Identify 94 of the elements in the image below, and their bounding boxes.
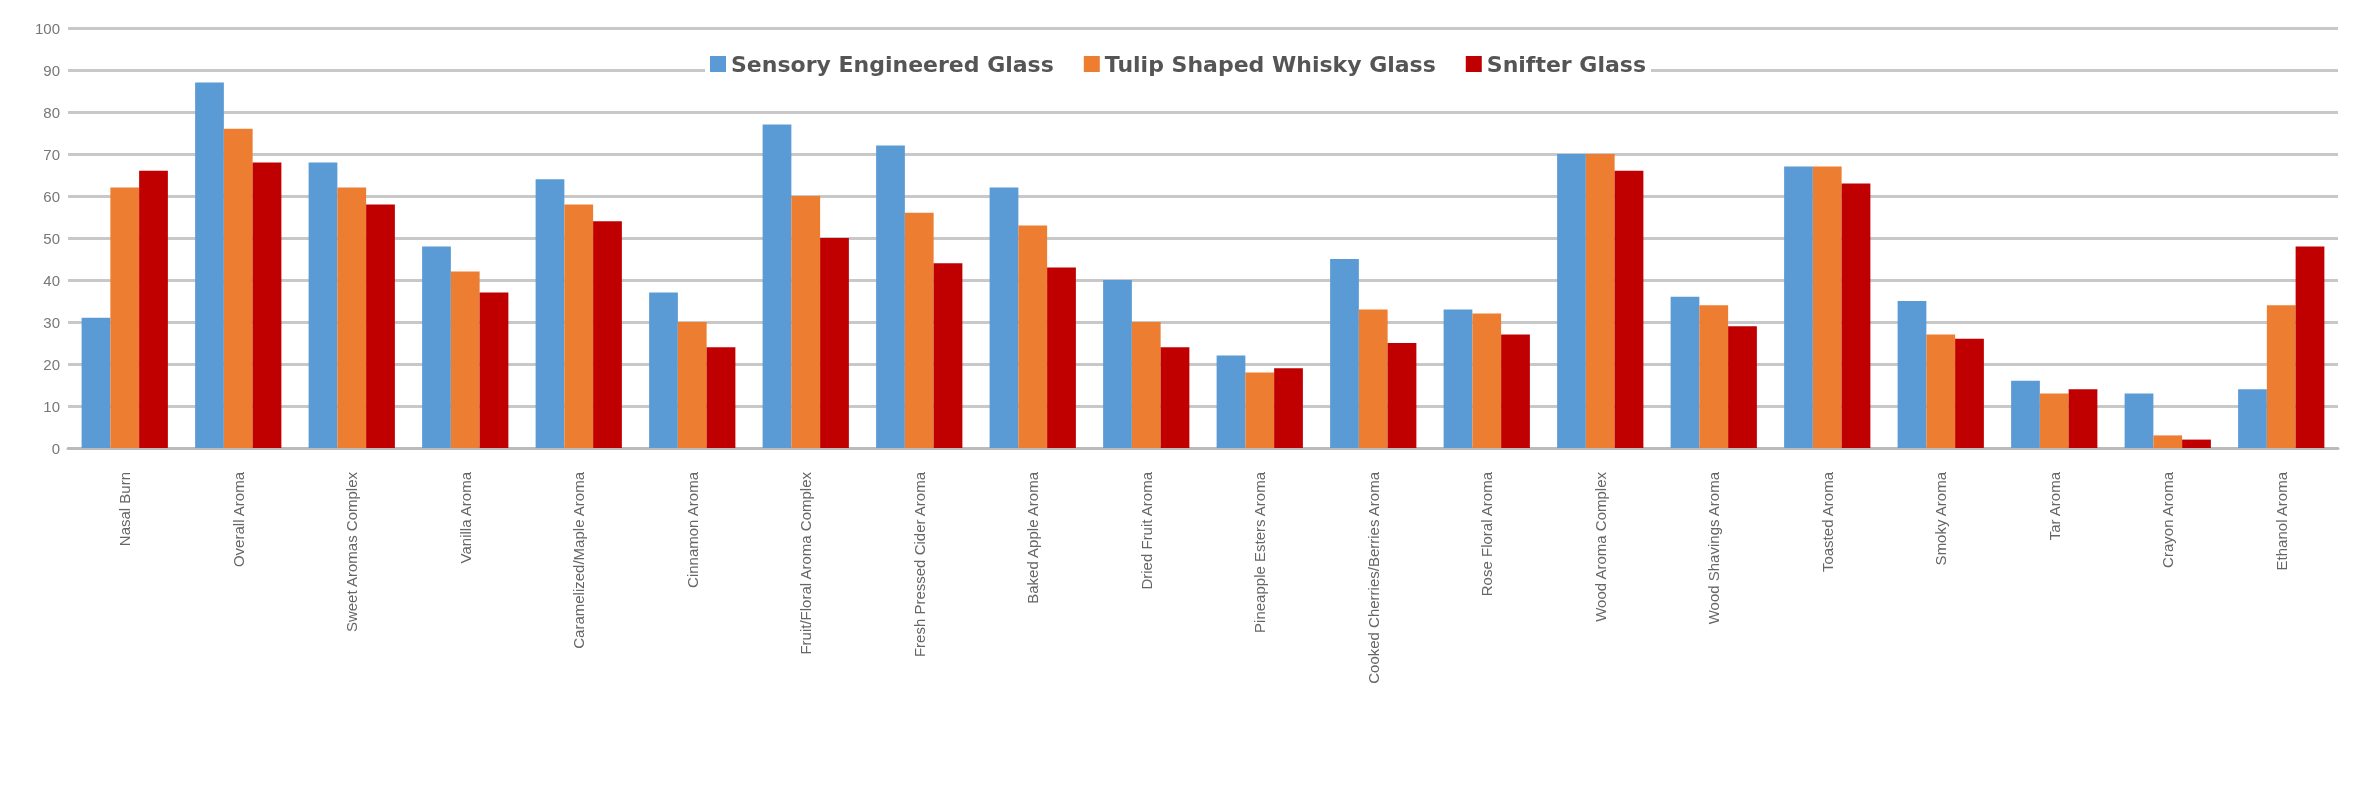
bar — [904, 212, 934, 448]
x-tick-label: Cinnamon Aroma — [683, 471, 701, 588]
x-tick-label: Dried Fruit Aroma — [1137, 471, 1155, 590]
y-tick-label: 0 — [51, 439, 60, 457]
bar — [366, 204, 395, 448]
x-tick-label: Smoky Aroma — [1932, 471, 1950, 566]
bar — [1047, 267, 1076, 448]
x-tick-label: Tar Aroma — [2045, 471, 2063, 541]
bar — [1897, 301, 1927, 448]
x-tick-label: Pineapple Esters Aroma — [1251, 471, 1269, 633]
legend-label: Snifter Glass — [1486, 51, 1646, 77]
x-tick-label: Caramelized/Maple Aroma — [570, 471, 588, 649]
y-tick-label: 100 — [34, 19, 60, 37]
bar — [593, 221, 622, 448]
bar — [252, 162, 282, 448]
y-tick-label: 80 — [43, 103, 60, 121]
bar — [649, 292, 678, 448]
y-tick-label: 60 — [43, 187, 60, 205]
x-tick-label: Nasal Burn — [116, 472, 134, 547]
y-tick-label: 20 — [43, 355, 60, 373]
bar — [1103, 280, 1132, 448]
bar — [81, 317, 111, 448]
x-tick-label: Baked Apple Aroma — [1024, 471, 1042, 604]
bar — [2068, 389, 2098, 448]
y-tick-label: 10 — [43, 397, 60, 415]
bar — [820, 238, 849, 448]
bar — [308, 162, 338, 448]
bar — [2153, 435, 2183, 448]
bar — [1501, 334, 1530, 448]
bar — [195, 82, 224, 448]
bar — [1670, 296, 1700, 448]
bar — [535, 179, 565, 448]
x-tick-label: Fruit/Floral Aroma Complex — [797, 471, 815, 655]
x-tick-label: Cooked Cherries/Berries Aroma — [1364, 471, 1382, 684]
bar — [2011, 380, 2040, 448]
bar — [1614, 170, 1644, 448]
bar — [1018, 225, 1048, 448]
x-tick-label: Sweet Aromas Complex — [343, 471, 361, 633]
bar — [1585, 154, 1615, 448]
bar — [1841, 183, 1871, 448]
y-tick-label: 90 — [43, 61, 60, 79]
legend-label: Tulip Shaped Whisky Glass — [1104, 51, 1436, 77]
bar — [564, 204, 594, 448]
bar — [762, 124, 792, 448]
bar — [139, 170, 168, 448]
bar — [2295, 246, 2325, 448]
bar — [791, 196, 821, 448]
bar — [2182, 439, 2211, 448]
bar — [1131, 322, 1161, 448]
bar — [337, 187, 367, 448]
bar — [1699, 305, 1729, 448]
x-tick-label: Toasted Aroma — [1818, 471, 1836, 573]
bar — [1330, 259, 1359, 448]
bar — [2039, 393, 2069, 448]
y-tick-label: 70 — [43, 145, 60, 163]
bar — [1274, 368, 1303, 448]
bar — [2238, 389, 2267, 448]
x-tick-label: Ethanol Aroma — [2272, 471, 2290, 571]
bar — [1245, 372, 1275, 448]
bar — [422, 246, 451, 448]
bar — [1728, 326, 1757, 448]
bar — [2266, 305, 2296, 448]
legend-label: Sensory Engineered Glass — [731, 51, 1054, 77]
bar — [223, 128, 253, 448]
bar — [450, 271, 480, 448]
bar — [989, 187, 1019, 448]
y-tick-label: 30 — [43, 313, 60, 331]
bar — [1955, 338, 1984, 448]
x-tick-label: Vanilla Aroma — [456, 471, 474, 564]
bar — [1784, 166, 1813, 448]
bar — [110, 187, 140, 448]
bar — [1358, 309, 1388, 448]
bar — [1812, 166, 1842, 448]
bar — [706, 347, 736, 448]
bar — [1472, 313, 1502, 448]
bar — [1387, 343, 1417, 448]
x-tick-label: Wood Aroma Complex — [1591, 471, 1609, 622]
bar — [1926, 334, 1956, 448]
bar — [1216, 355, 1246, 448]
y-tick-label: 50 — [43, 229, 60, 247]
bar — [876, 145, 905, 448]
bar — [677, 322, 707, 448]
bar — [1557, 154, 1586, 448]
x-tick-label: Rose Floral Aroma — [1478, 471, 1496, 597]
y-tick-label: 40 — [43, 271, 60, 289]
x-tick-label: Fresh Pressed Cider Aroma — [910, 471, 928, 658]
x-tick-label: Crayon Aroma — [2159, 471, 2177, 568]
bar — [479, 292, 509, 448]
bar — [1160, 347, 1190, 448]
bar — [1443, 309, 1473, 448]
x-tick-label: Overall Aroma — [229, 471, 247, 568]
bar — [2124, 393, 2154, 448]
x-tick-label: Wood Shavings Aroma — [1705, 471, 1723, 625]
bar — [933, 263, 963, 448]
